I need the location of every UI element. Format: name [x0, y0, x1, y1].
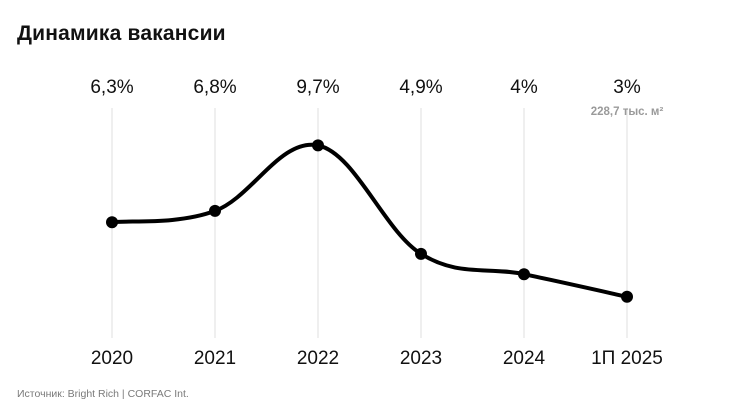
value-label: 4% — [510, 77, 538, 98]
data-point — [106, 216, 118, 229]
gridlines — [111, 108, 628, 338]
value-label: 6,8% — [193, 77, 236, 98]
source-note: Источник: Bright Rich | CORFAC Int. — [17, 388, 189, 400]
x-axis-labels: 2020 2021 2022 2023 2024 1П 2025 — [91, 348, 663, 369]
data-point — [621, 290, 633, 303]
data-point — [415, 247, 427, 260]
data-point — [312, 139, 324, 152]
x-tick-label: 2024 — [503, 348, 546, 369]
value-labels: 6,3% 6,8% 9,7% 4,9% 4% 3% 228,7 тыс. м² — [90, 77, 663, 118]
x-tick-label: 2020 — [91, 348, 133, 369]
x-tick-label: 2022 — [297, 348, 339, 369]
data-points — [106, 139, 633, 303]
series-line — [110, 142, 629, 299]
chart-title: Динамика вакансии — [17, 22, 226, 45]
annotation-label: 228,7 тыс. м² — [591, 106, 664, 118]
x-tick-label: 2021 — [194, 348, 236, 369]
value-label: 9,7% — [296, 77, 339, 98]
value-label: 6,3% — [90, 77, 133, 98]
x-tick-label: 1П 2025 — [591, 348, 663, 369]
x-tick-label: 2023 — [400, 348, 442, 369]
series-line-layer — [110, 142, 629, 299]
value-label: 3% — [613, 77, 641, 98]
data-point — [518, 268, 530, 281]
data-point — [209, 204, 221, 217]
value-label: 4,9% — [399, 77, 442, 98]
